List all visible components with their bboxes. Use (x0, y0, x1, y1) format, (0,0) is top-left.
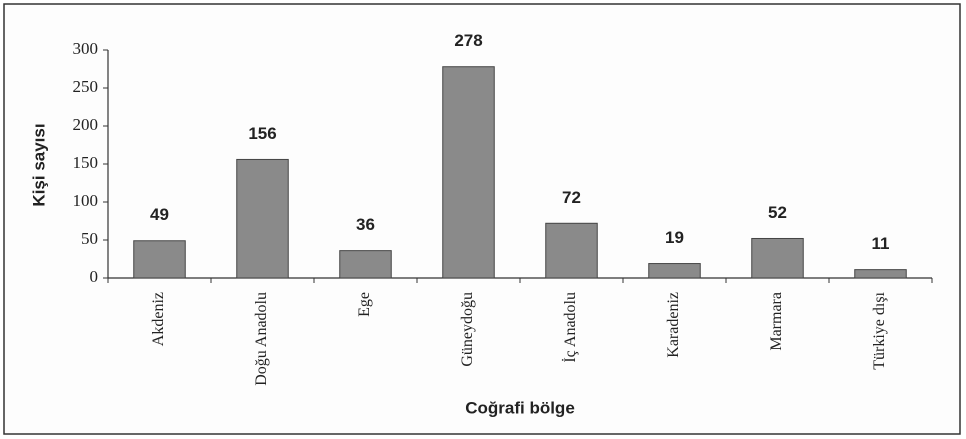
y-tick-label: 0 (90, 267, 99, 286)
x-tick-label: Akdeniz (150, 292, 167, 346)
value-label: 278 (454, 31, 482, 50)
x-tick-label: İç Anadolu (561, 292, 579, 363)
value-label: 49 (150, 205, 169, 224)
x-tick-label: Güneydoğu (459, 292, 476, 367)
y-tick-label: 50 (81, 229, 98, 248)
y-tick-label: 150 (73, 153, 99, 172)
bar (648, 263, 701, 279)
bar (133, 240, 186, 279)
bar (751, 237, 804, 279)
value-label: 11 (872, 234, 890, 253)
y-tick-label: 200 (73, 115, 99, 134)
bar (854, 269, 907, 279)
x-tick-label: Karadeniz (665, 292, 682, 358)
bar (236, 158, 289, 279)
x-axis-title: Coğrafi bölge (465, 398, 575, 417)
value-label: 36 (356, 215, 375, 234)
bar (339, 250, 392, 279)
y-axis-title: Kişi sayısı (29, 123, 48, 206)
value-label: 52 (768, 203, 787, 222)
x-tick-label: Marmara (768, 292, 785, 351)
value-label: 156 (248, 124, 276, 143)
value-label: 72 (562, 188, 581, 207)
bar (545, 222, 598, 279)
x-tick-label: Ege (356, 292, 373, 317)
value-label: 19 (665, 228, 684, 247)
x-tick-label: Türkiye dışı (871, 291, 888, 369)
x-tick-label: Doğu Anadolu (253, 292, 270, 386)
y-tick-label: 300 (73, 39, 99, 58)
y-tick-label: 250 (73, 77, 99, 96)
y-tick-label: 100 (73, 191, 99, 210)
bar (442, 66, 495, 279)
